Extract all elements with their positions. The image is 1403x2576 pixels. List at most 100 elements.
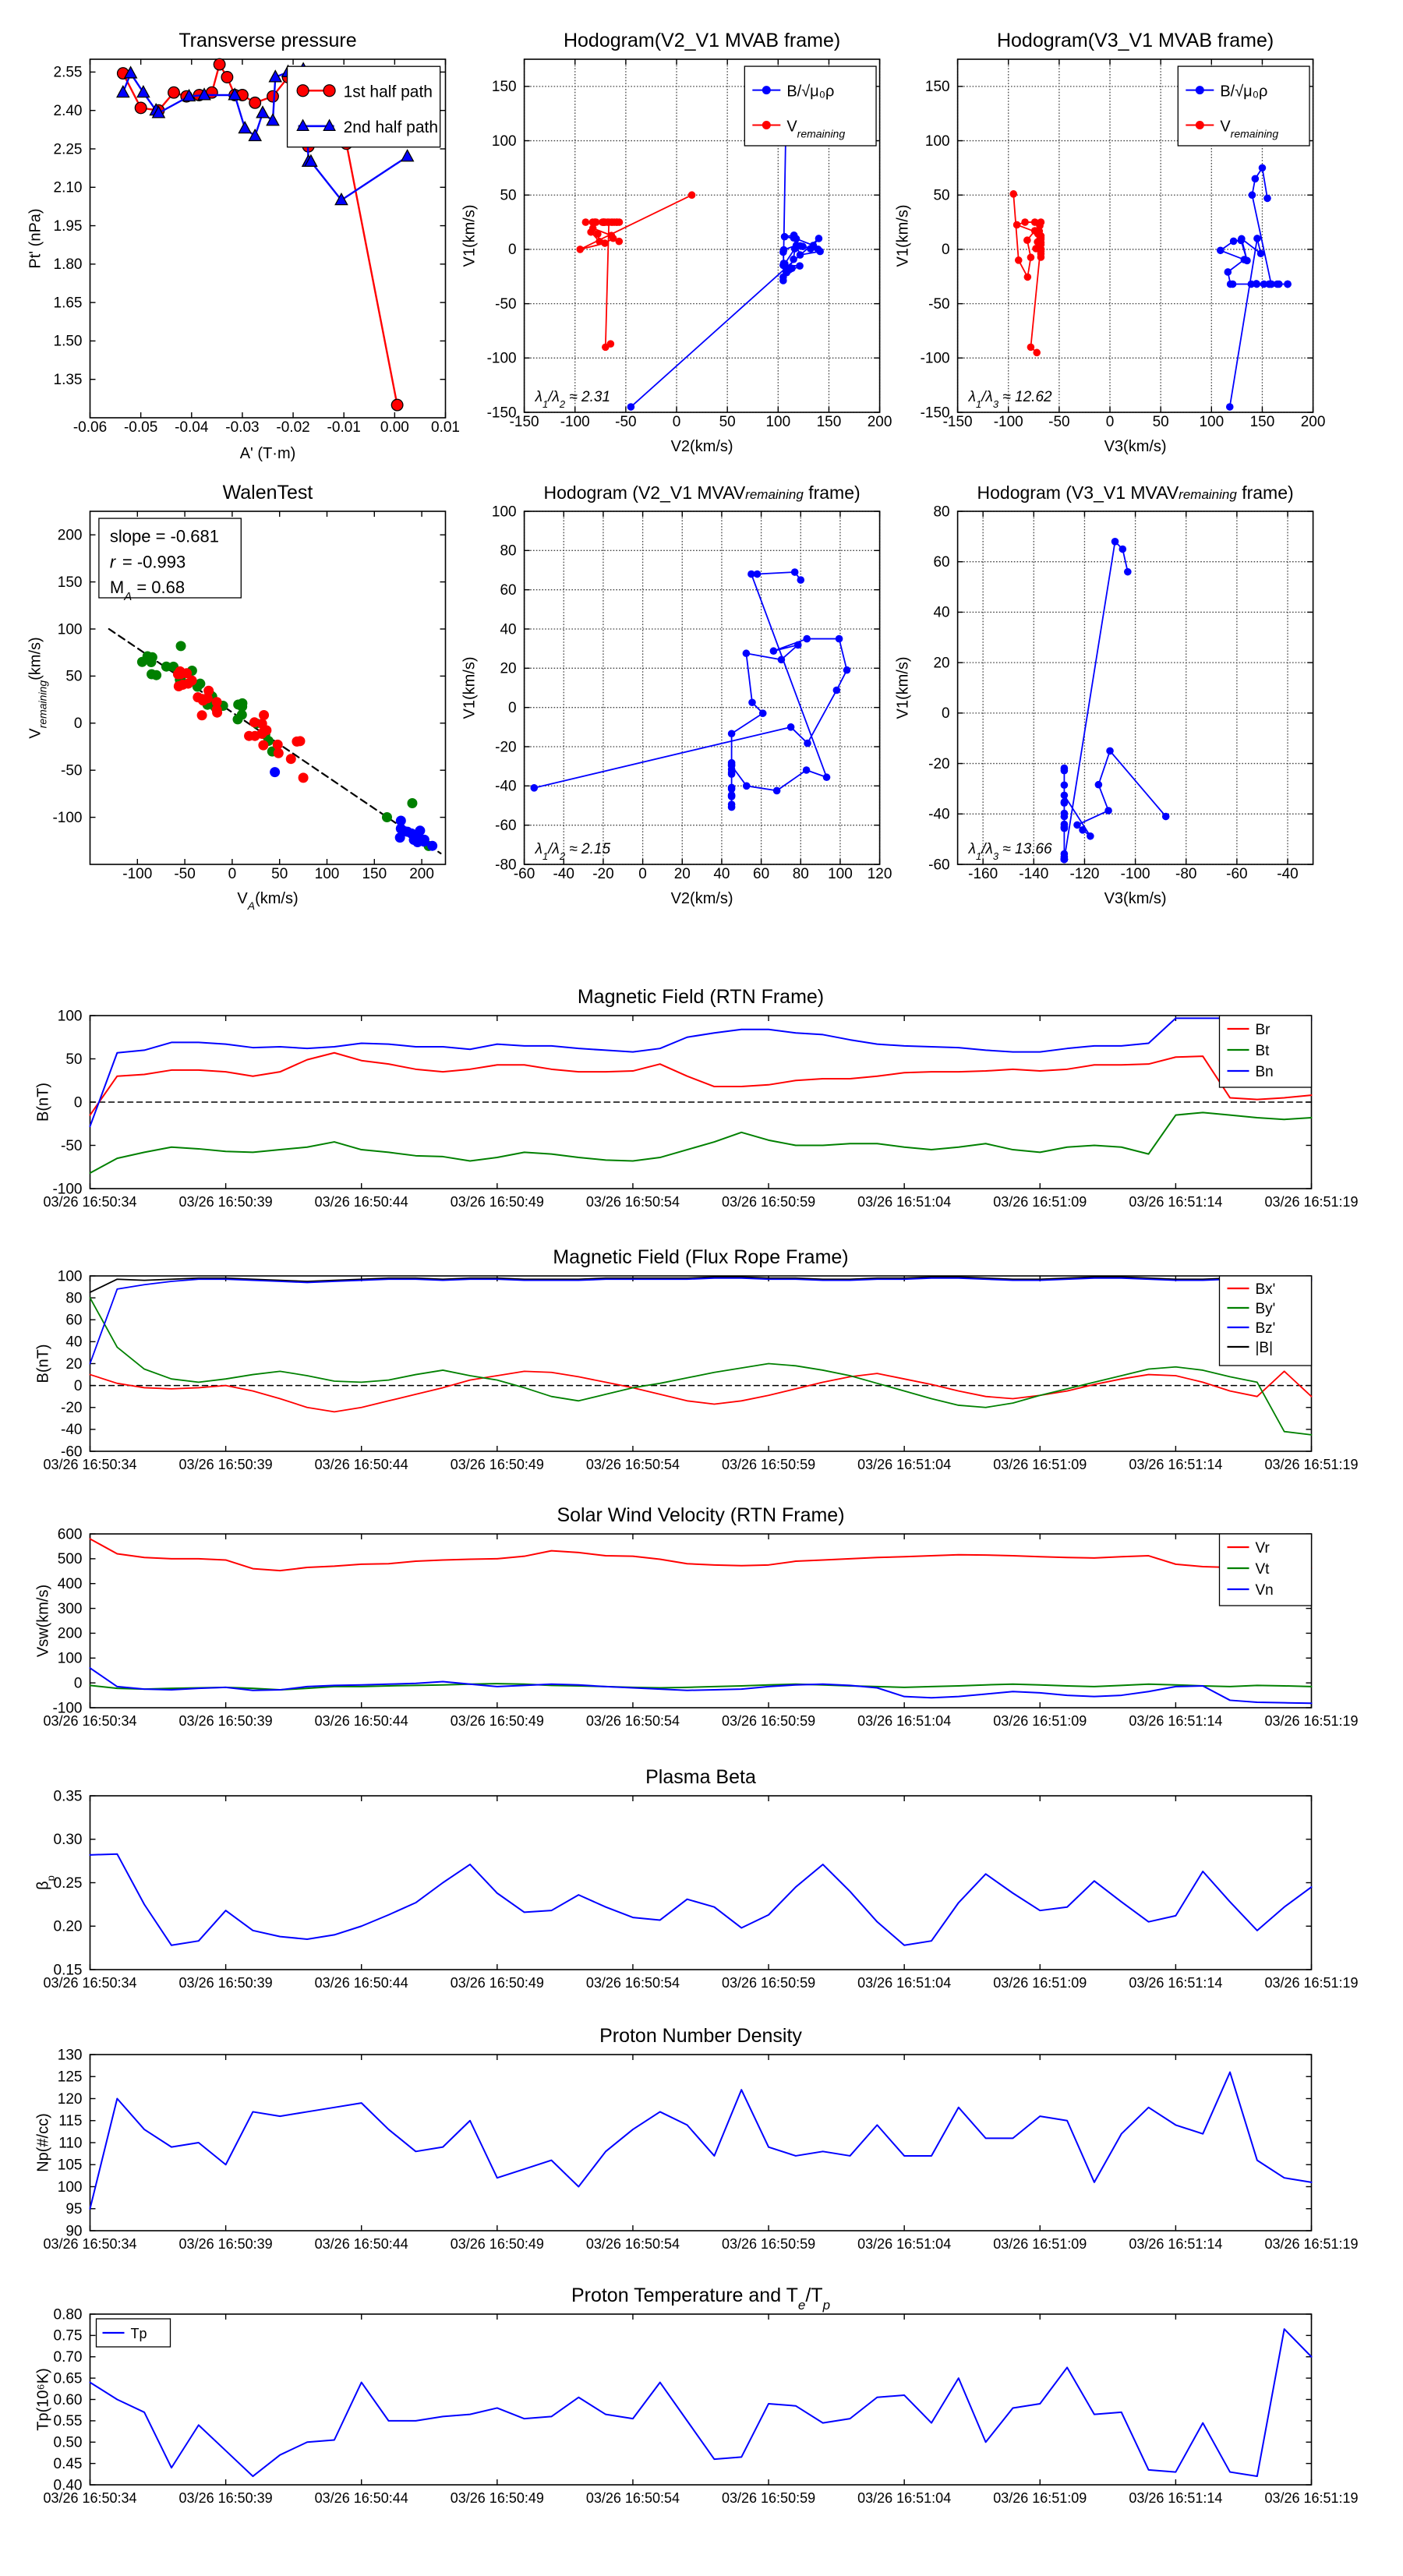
svg-text:03/26 16:50:39: 03/26 16:50:39 xyxy=(179,2236,273,2252)
svg-text:-50: -50 xyxy=(1048,414,1069,430)
svg-text:0.50: 0.50 xyxy=(54,2435,83,2451)
svg-text:0.70: 0.70 xyxy=(54,2349,83,2366)
svg-text:03/26 16:50:44: 03/26 16:50:44 xyxy=(315,1457,408,1472)
svg-text:V1(km/s): V1(km/s) xyxy=(461,657,479,719)
svg-text:03/26 16:51:09: 03/26 16:51:09 xyxy=(993,1713,1087,1729)
svg-text:03/26 16:50:49: 03/26 16:50:49 xyxy=(451,1194,544,1210)
svg-text:-40: -40 xyxy=(928,807,949,823)
svg-text:2.10: 2.10 xyxy=(54,180,83,196)
svg-text:-80: -80 xyxy=(495,857,516,873)
svg-text:03/26 16:50:49: 03/26 16:50:49 xyxy=(451,1457,544,1472)
svg-text:Hodogram (V2_V1 MVAVremaining: Hodogram (V2_V1 MVAVremaining frame) xyxy=(544,482,861,503)
svg-text:By': By' xyxy=(1256,1301,1276,1317)
svg-text:50: 50 xyxy=(933,188,949,204)
svg-text:150: 150 xyxy=(925,79,950,95)
svg-text:03/26 16:51:09: 03/26 16:51:09 xyxy=(993,1194,1087,1210)
svg-text:03/26 16:50:54: 03/26 16:50:54 xyxy=(586,1975,680,1991)
svg-text:600: 600 xyxy=(58,1526,83,1542)
svg-text:03/26 16:51:09: 03/26 16:51:09 xyxy=(993,2490,1087,2506)
svg-text:0.65: 0.65 xyxy=(54,2370,83,2387)
svg-text:0: 0 xyxy=(673,414,681,430)
svg-text:03/26 16:50:39: 03/26 16:50:39 xyxy=(179,2490,273,2506)
svg-text:Magnetic Field (Flux Rope Fram: Magnetic Field (Flux Rope Frame) xyxy=(553,1246,848,1268)
svg-text:03/26 16:50:59: 03/26 16:50:59 xyxy=(722,1457,815,1472)
svg-text:100: 100 xyxy=(58,1268,83,1284)
svg-text:V2(km/s): V2(km/s) xyxy=(671,438,733,455)
svg-text:80: 80 xyxy=(933,504,949,520)
svg-text:20: 20 xyxy=(933,655,949,671)
svg-text:slope = -0.681: slope = -0.681 xyxy=(110,527,219,546)
svg-text:50: 50 xyxy=(1153,414,1169,430)
svg-text:60: 60 xyxy=(753,866,769,882)
svg-text:-20: -20 xyxy=(495,739,516,755)
svg-text:Tp(10⁶K): Tp(10⁶K) xyxy=(35,2368,52,2430)
svg-text:0.45: 0.45 xyxy=(54,2456,83,2472)
svg-text:-140: -140 xyxy=(1019,866,1048,882)
svg-text:50: 50 xyxy=(719,414,736,430)
svg-text:0: 0 xyxy=(942,705,950,722)
svg-text:Vr: Vr xyxy=(1256,1540,1270,1557)
svg-text:1.65: 1.65 xyxy=(54,295,83,311)
svg-text:-40: -40 xyxy=(1277,866,1298,882)
svg-text:-100: -100 xyxy=(921,351,950,367)
svg-text:150: 150 xyxy=(817,414,842,430)
svg-text:100: 100 xyxy=(828,866,853,882)
svg-text:2.55: 2.55 xyxy=(54,65,83,81)
svg-text:03/26 16:50:54: 03/26 16:50:54 xyxy=(586,2490,680,2506)
svg-text:Vsw(km/s): Vsw(km/s) xyxy=(35,1585,52,1657)
svg-text:115: 115 xyxy=(58,2113,82,2129)
svg-text:40: 40 xyxy=(933,605,949,621)
svg-text:150: 150 xyxy=(1250,414,1275,430)
svg-text:-40: -40 xyxy=(61,1422,82,1438)
svg-text:100: 100 xyxy=(58,2179,83,2196)
svg-text:100: 100 xyxy=(765,414,790,430)
svg-text:80: 80 xyxy=(500,543,516,560)
svg-text:03/26 16:50:59: 03/26 16:50:59 xyxy=(722,1194,815,1210)
svg-text:03/26 16:50:54: 03/26 16:50:54 xyxy=(586,1194,680,1210)
svg-text:-60: -60 xyxy=(495,818,516,834)
svg-text:120: 120 xyxy=(868,866,892,882)
svg-text:50: 50 xyxy=(65,669,82,685)
svg-text:200: 200 xyxy=(409,866,434,882)
svg-text:-100: -100 xyxy=(52,810,82,826)
svg-text:Vt: Vt xyxy=(1256,1561,1270,1578)
svg-text:Vn: Vn xyxy=(1256,1582,1274,1599)
svg-text:0.30: 0.30 xyxy=(54,1832,83,1848)
svg-text:03/26 16:50:34: 03/26 16:50:34 xyxy=(43,1975,136,1991)
svg-text:-80: -80 xyxy=(1175,866,1196,882)
svg-text:1.80: 1.80 xyxy=(54,256,83,273)
svg-text:0: 0 xyxy=(74,1378,83,1394)
svg-text:-50: -50 xyxy=(928,296,949,313)
svg-text:B/√μ₀ρ: B/√μ₀ρ xyxy=(1220,83,1267,101)
svg-text:-100: -100 xyxy=(560,414,590,430)
svg-text:03/26 16:51:09: 03/26 16:51:09 xyxy=(993,1457,1087,1472)
svg-text:-50: -50 xyxy=(61,1138,82,1154)
svg-text:0: 0 xyxy=(508,242,517,258)
svg-text:Np(#/cc): Np(#/cc) xyxy=(35,2113,52,2172)
svg-text:2.40: 2.40 xyxy=(54,103,83,119)
svg-text:Proton Number Density: Proton Number Density xyxy=(599,2025,802,2047)
svg-text:-160: -160 xyxy=(968,866,998,882)
svg-text:-0.02: -0.02 xyxy=(276,419,309,436)
svg-text:03/26 16:51:04: 03/26 16:51:04 xyxy=(857,2490,951,2506)
svg-text:2nd half path: 2nd half path xyxy=(344,118,438,136)
svg-text:150: 150 xyxy=(492,79,517,95)
svg-text:03/26 16:50:34: 03/26 16:50:34 xyxy=(43,1457,136,1472)
svg-text:03/26 16:50:54: 03/26 16:50:54 xyxy=(586,1457,680,1472)
svg-text:-100: -100 xyxy=(487,351,517,367)
svg-text:-60: -60 xyxy=(928,857,949,873)
svg-text:03/26 16:51:19: 03/26 16:51:19 xyxy=(1264,1713,1358,1729)
svg-text:B(nT): B(nT) xyxy=(35,1345,52,1383)
svg-text:-0.05: -0.05 xyxy=(124,419,157,436)
svg-text:-40: -40 xyxy=(553,866,574,882)
svg-text:20: 20 xyxy=(674,866,691,882)
svg-text:0: 0 xyxy=(1106,414,1115,430)
svg-text:03/26 16:50:44: 03/26 16:50:44 xyxy=(315,2490,408,2506)
svg-text:-50: -50 xyxy=(174,866,195,882)
svg-text:1.95: 1.95 xyxy=(54,218,83,235)
svg-text:03/26 16:50:54: 03/26 16:50:54 xyxy=(586,1713,680,1729)
svg-text:0.60: 0.60 xyxy=(54,2392,83,2408)
svg-text:03/26 16:50:49: 03/26 16:50:49 xyxy=(451,2490,544,2506)
svg-text:1.35: 1.35 xyxy=(54,372,83,388)
svg-text:03/26 16:50:34: 03/26 16:50:34 xyxy=(43,2236,136,2252)
